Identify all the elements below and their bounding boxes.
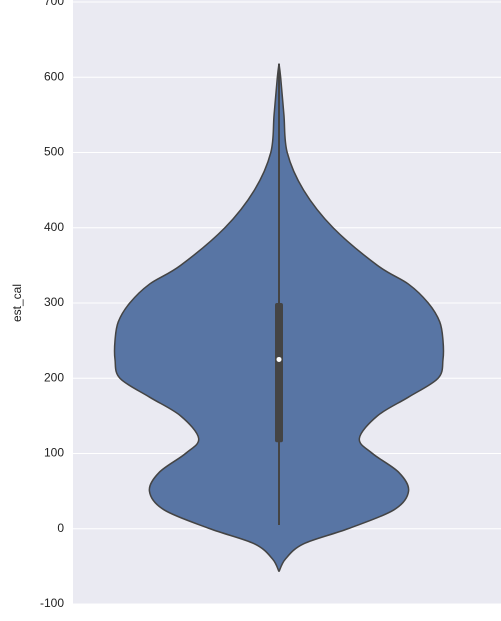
violin-half: [279, 63, 444, 572]
y-tick-label: 500: [44, 145, 64, 159]
y-axis-label: est_cal: [10, 284, 24, 322]
y-tick-label: 300: [44, 295, 64, 309]
violin-outline: [113, 63, 280, 572]
y-tick-label: 400: [44, 220, 64, 234]
y-tick-label: -100: [40, 596, 64, 610]
violin-outline: [278, 63, 445, 572]
y-tick-label: 100: [44, 446, 64, 460]
median: [276, 356, 282, 362]
y-tick-label: 600: [44, 69, 64, 83]
box: [275, 303, 283, 443]
y-tick-label: 200: [44, 370, 64, 384]
y-tick-label: 700: [44, 0, 64, 8]
y-tick-label: 0: [57, 521, 64, 535]
violin-half: [114, 63, 279, 572]
